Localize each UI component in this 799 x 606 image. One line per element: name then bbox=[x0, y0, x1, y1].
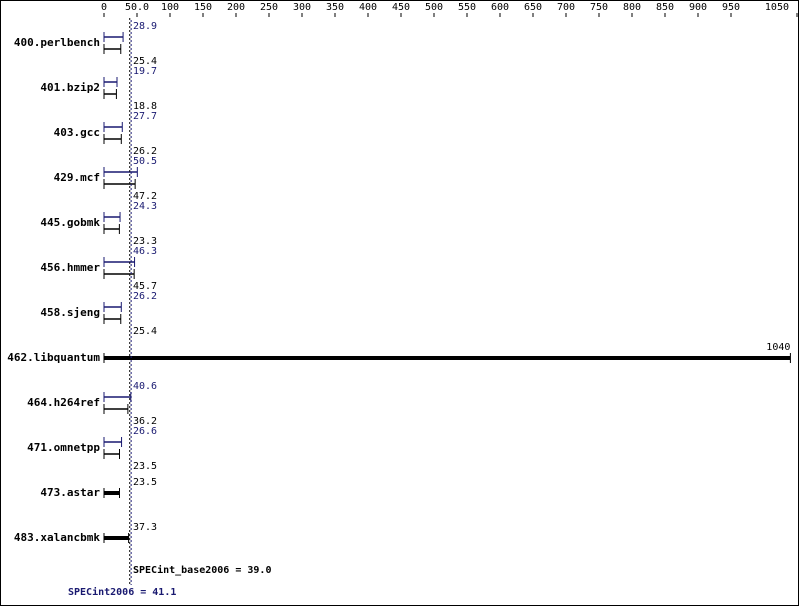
category-label: 445.gobmk bbox=[40, 216, 100, 229]
x-tick-label: 50.0 bbox=[125, 2, 149, 13]
value-label: 40.6 bbox=[133, 381, 157, 392]
category-label: 483.xalancbmk bbox=[14, 531, 100, 544]
x-tick-label: 500 bbox=[425, 2, 443, 13]
value-label: 23.5 bbox=[133, 461, 157, 472]
value-label: 46.3 bbox=[133, 246, 157, 257]
value-label: 36.2 bbox=[133, 416, 157, 427]
category-label: 400.perlbench bbox=[14, 36, 100, 49]
x-tick-label: 450 bbox=[392, 2, 410, 13]
x-tick-label: 650 bbox=[524, 2, 542, 13]
x-tick-label: 850 bbox=[656, 2, 674, 13]
x-tick-label: 1050 bbox=[765, 2, 789, 13]
category-label: 456.hmmer bbox=[40, 261, 100, 274]
mean-label: SPECint_base2006 = 39.0 bbox=[133, 564, 271, 576]
mean-label: SPECint2006 = 41.1 bbox=[68, 586, 176, 598]
value-label: 27.7 bbox=[133, 111, 157, 122]
x-tick-label: 250 bbox=[260, 2, 278, 13]
value-label: 23.3 bbox=[133, 236, 157, 247]
x-tick-label: 750 bbox=[590, 2, 608, 13]
x-tick-label: 950 bbox=[722, 2, 740, 13]
category-label: 464.h264ref bbox=[27, 396, 100, 409]
category-label: 401.bzip2 bbox=[40, 81, 100, 94]
value-label: 24.3 bbox=[133, 201, 157, 212]
x-tick-label: 700 bbox=[557, 2, 575, 13]
x-tick-label: 800 bbox=[623, 2, 641, 13]
x-tick-label: 600 bbox=[491, 2, 509, 13]
x-tick-label: 300 bbox=[293, 2, 311, 13]
x-tick-label: 0 bbox=[101, 2, 107, 13]
value-label: 23.5 bbox=[133, 477, 157, 488]
value-label: 28.9 bbox=[133, 21, 157, 32]
value-label: 26.2 bbox=[133, 146, 157, 157]
value-label: 37.3 bbox=[133, 522, 157, 533]
x-tick-label: 200 bbox=[227, 2, 245, 13]
category-label: 473.astar bbox=[40, 486, 100, 499]
value-label: 26.6 bbox=[133, 426, 157, 437]
value-label: 18.8 bbox=[133, 101, 157, 112]
value-label: 50.5 bbox=[133, 156, 157, 167]
value-label: 1040 bbox=[766, 342, 790, 353]
x-tick-label: 550 bbox=[458, 2, 476, 13]
category-label: 458.sjeng bbox=[40, 306, 100, 319]
x-tick-label: 150 bbox=[194, 2, 212, 13]
x-tick-label: 350 bbox=[326, 2, 344, 13]
x-tick-label: 100 bbox=[161, 2, 179, 13]
value-label: 26.2 bbox=[133, 291, 157, 302]
x-tick-label: 400 bbox=[359, 2, 377, 13]
category-label: 403.gcc bbox=[54, 126, 100, 139]
value-label: 47.2 bbox=[133, 191, 157, 202]
category-label: 429.mcf bbox=[54, 171, 100, 184]
category-label: 471.omnetpp bbox=[27, 441, 100, 454]
x-tick-label: 900 bbox=[689, 2, 707, 13]
value-label: 19.7 bbox=[133, 66, 157, 77]
value-label: 45.7 bbox=[133, 281, 157, 292]
value-label: 25.4 bbox=[133, 56, 157, 67]
category-label: 462.libquantum bbox=[7, 351, 100, 364]
value-label: 25.4 bbox=[133, 326, 157, 337]
